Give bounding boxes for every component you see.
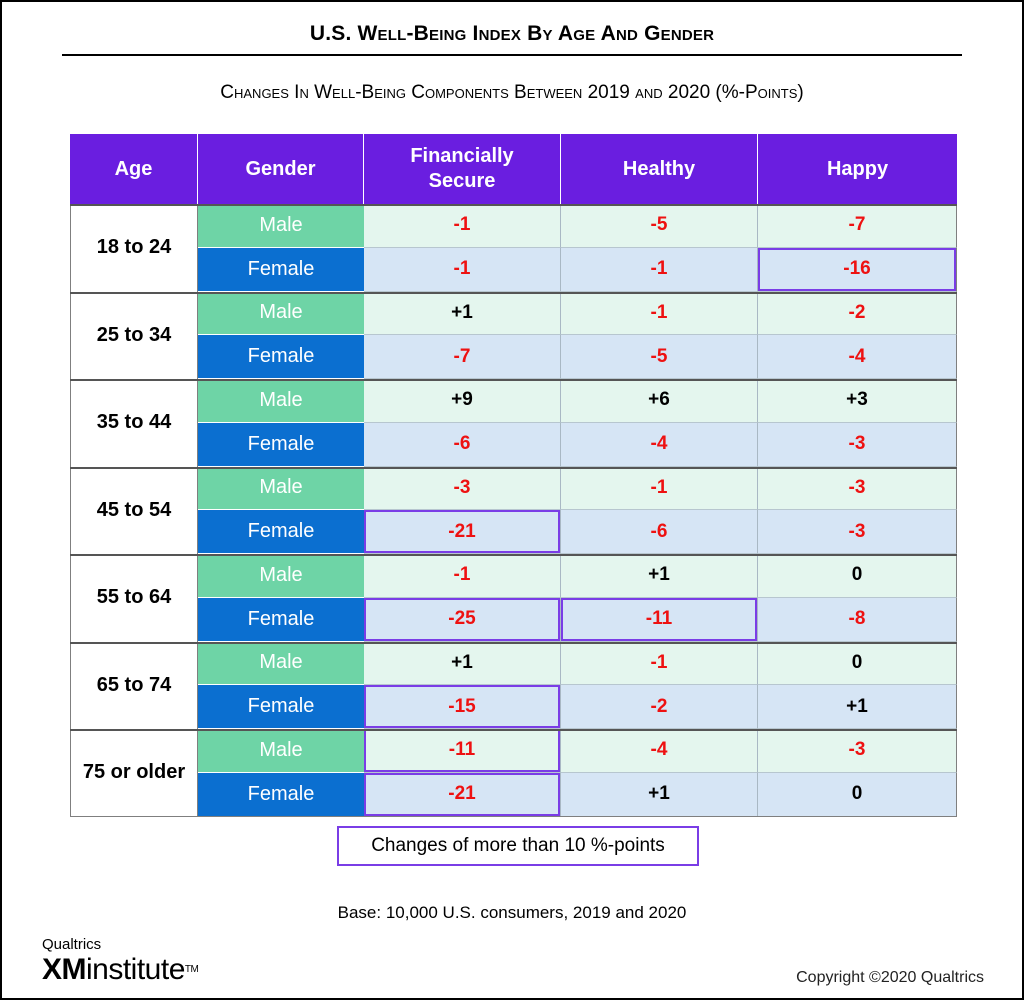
header-age: Age <box>70 134 198 204</box>
value-financial-secure: -1 <box>364 554 561 598</box>
value-healthy: -2 <box>561 685 758 729</box>
value-happy: 0 <box>758 772 957 817</box>
logo-xm-institute-text: XMinstituteTM <box>42 953 199 987</box>
value-healthy: -5 <box>561 335 758 379</box>
value-financial-secure: -15 <box>364 685 561 729</box>
logo-trademark: TM <box>184 964 199 975</box>
gender-label-female: Female <box>198 772 364 817</box>
xm-institute-logo: Qualtrics XMinstituteTM <box>42 936 199 987</box>
value-happy: -7 <box>758 204 957 248</box>
age-group-label: 55 to 64 <box>70 554 198 642</box>
highlight-legend-box: Changes of more than 10 %-points <box>337 826 699 866</box>
age-group-separator <box>70 554 957 556</box>
value-happy: -16 <box>758 247 957 292</box>
gender-label-male: Male <box>198 379 364 423</box>
value-happy: -4 <box>758 335 957 379</box>
age-group-separator <box>70 641 957 644</box>
gender-label-female: Female <box>198 335 364 379</box>
value-financial-secure: -21 <box>364 772 561 817</box>
gender-label-male: Male <box>198 641 364 686</box>
gender-label-female: Female <box>198 597 364 642</box>
value-financial-secure: -3 <box>364 466 561 511</box>
age-group-label: 75 or older <box>70 729 198 817</box>
gender-label-female: Female <box>198 510 364 554</box>
header-happy: Happy <box>758 134 957 204</box>
header-financially-secure: Financially Secure <box>364 134 561 204</box>
header-gender: Gender <box>198 134 364 204</box>
value-financial-secure: -7 <box>364 335 561 379</box>
age-group-label: 65 to 74 <box>70 641 198 729</box>
value-healthy: -11 <box>561 597 758 642</box>
value-happy: -3 <box>758 422 957 467</box>
value-healthy: -1 <box>561 247 758 292</box>
value-happy: -2 <box>758 291 957 336</box>
value-financial-secure: -11 <box>364 729 561 773</box>
chart-title: U.S. Well-Being Index By Age And Gender <box>309 22 715 45</box>
value-happy: -3 <box>758 729 957 773</box>
age-group-label: 35 to 44 <box>70 379 198 467</box>
age-group-separator <box>70 291 957 294</box>
gender-label-male: Male <box>198 291 364 336</box>
age-group-label: 18 to 24 <box>70 204 198 292</box>
copyright-text: Copyright ©2020 Qualtrics <box>796 969 984 986</box>
value-healthy: -1 <box>561 291 758 336</box>
value-healthy: -1 <box>561 466 758 511</box>
value-healthy: +1 <box>561 554 758 598</box>
value-financial-secure: +9 <box>364 379 561 423</box>
well-being-table: Age Gender Financially Secure Healthy Ha… <box>70 134 957 817</box>
header-healthy: Healthy <box>561 134 758 204</box>
logo-qualtrics-text: Qualtrics <box>42 936 102 953</box>
value-happy: -3 <box>758 510 957 554</box>
value-healthy: -4 <box>561 729 758 773</box>
value-healthy: -6 <box>561 510 758 554</box>
value-financial-secure: -21 <box>364 510 561 554</box>
value-happy: -3 <box>758 466 957 511</box>
gender-label-male: Male <box>198 729 364 773</box>
value-financial-secure: -1 <box>364 204 561 248</box>
value-healthy: -5 <box>561 204 758 248</box>
value-financial-secure: +1 <box>364 291 561 336</box>
gender-label-female: Female <box>198 247 364 292</box>
age-group-separator <box>70 379 957 381</box>
gender-label-female: Female <box>198 685 364 729</box>
logo-xm: XM <box>42 953 87 986</box>
value-financial-secure: +1 <box>364 641 561 686</box>
table-bottom-border <box>70 815 957 817</box>
value-happy: +1 <box>758 685 957 729</box>
value-healthy: +6 <box>561 379 758 423</box>
logo-institute: institute <box>86 953 185 986</box>
base-note: Base: 10,000 U.S. consumers, 2019 and 20… <box>337 903 687 922</box>
gender-label-male: Male <box>198 204 364 248</box>
gender-label-male: Male <box>198 466 364 511</box>
value-healthy: -1 <box>561 641 758 686</box>
value-financial-secure: -25 <box>364 597 561 642</box>
age-group-separator <box>70 466 957 469</box>
gender-label-female: Female <box>198 422 364 467</box>
age-group-label: 25 to 34 <box>70 291 198 379</box>
value-healthy: +1 <box>561 772 758 817</box>
gender-label-male: Male <box>198 554 364 598</box>
value-financial-secure: -6 <box>364 422 561 467</box>
chart-subtitle: Changes In Well-Being Components Between… <box>220 82 804 103</box>
value-healthy: -4 <box>561 422 758 467</box>
value-happy: 0 <box>758 641 957 686</box>
age-group-label: 45 to 54 <box>70 466 198 554</box>
value-happy: 0 <box>758 554 957 598</box>
value-happy: -8 <box>758 597 957 642</box>
value-happy: +3 <box>758 379 957 423</box>
age-group-separator <box>70 729 957 731</box>
value-financial-secure: -1 <box>364 247 561 292</box>
title-underline <box>62 54 962 56</box>
age-group-separator <box>70 204 957 206</box>
